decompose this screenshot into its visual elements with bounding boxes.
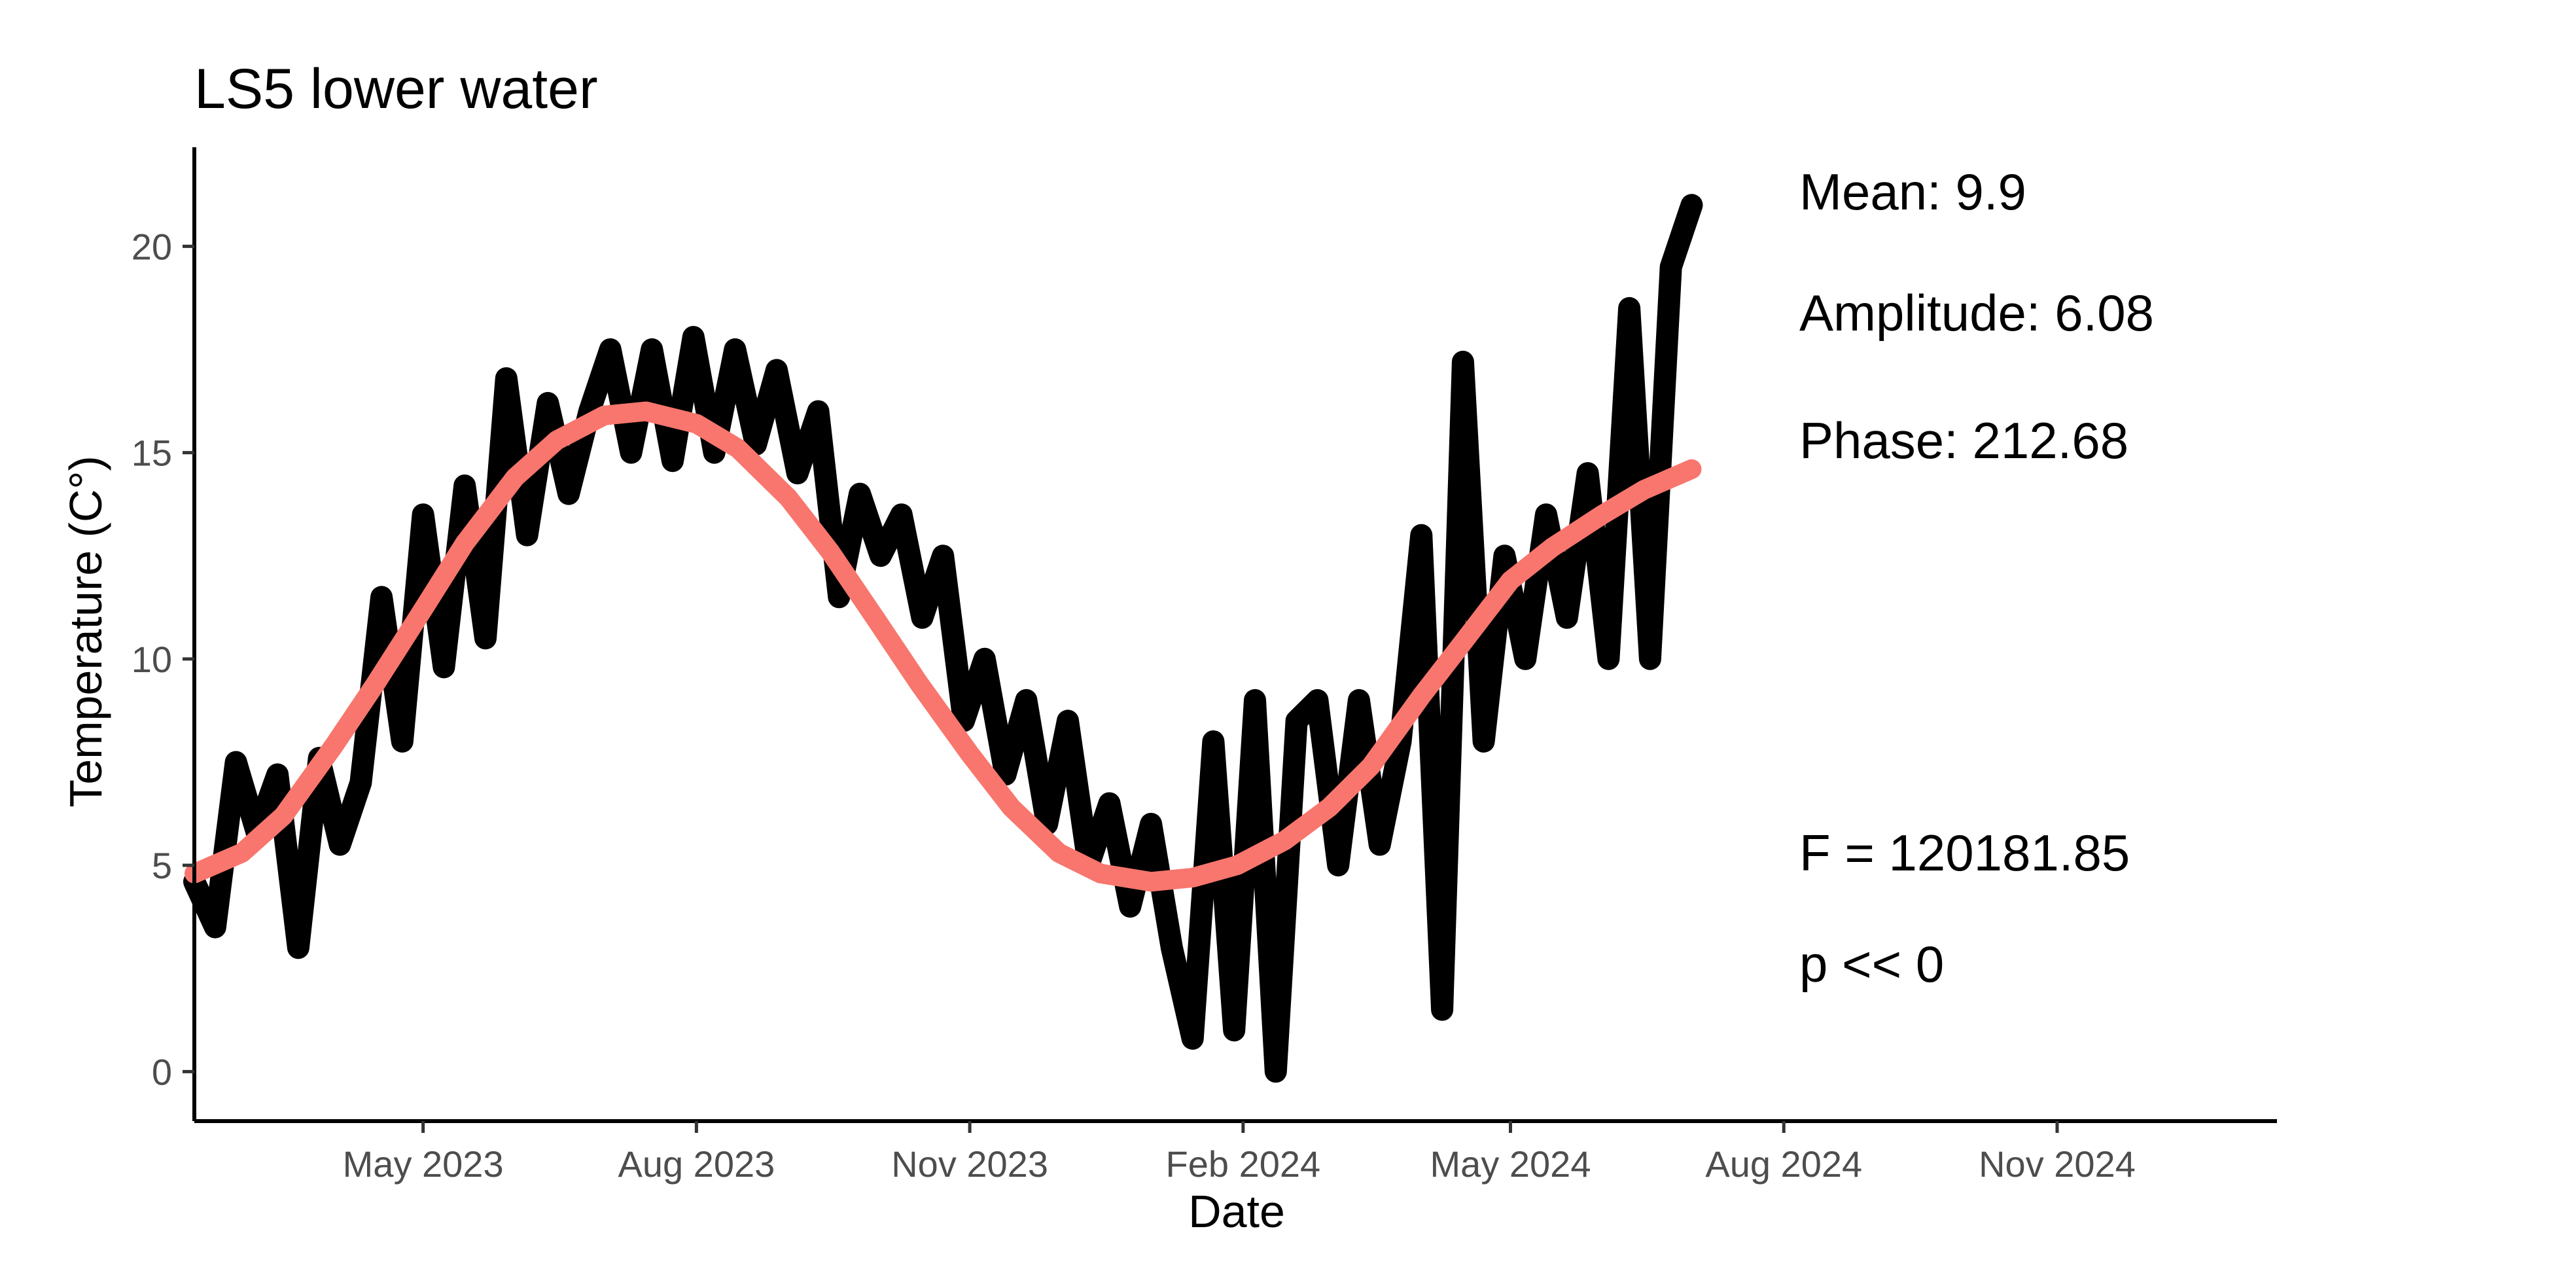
- sinusoidal-fit-line: [185, 401, 1702, 892]
- x-tick-label: Aug 2024: [1705, 1143, 1862, 1185]
- x-tick-label: Feb 2024: [1166, 1143, 1321, 1185]
- phase-annotation: Phase: 212.68: [1799, 412, 2128, 469]
- x-tick-label: Aug 2023: [618, 1143, 775, 1185]
- chart-title: LS5 lower water: [194, 58, 598, 120]
- amplitude-annotation: Amplitude: 6.08: [1799, 284, 2154, 342]
- y-tick-label: 15: [132, 433, 172, 474]
- x-tick-label: Nov 2023: [891, 1143, 1048, 1185]
- observed-temperature-line: [183, 194, 1703, 1083]
- y-axis-ticks: 0 5 10 15 20: [132, 226, 194, 1092]
- x-axis-title: Date: [1188, 1186, 1285, 1237]
- x-tick-label: May 2024: [1430, 1143, 1591, 1185]
- plot-area: [183, 194, 1703, 1083]
- y-tick-label: 5: [152, 845, 172, 886]
- x-tick-label: May 2023: [343, 1143, 504, 1185]
- f-statistic-annotation: F = 120181.85: [1799, 824, 2130, 882]
- y-tick-label: 0: [152, 1051, 172, 1092]
- x-tick-label: Nov 2024: [1979, 1143, 2136, 1185]
- y-axis-title: Temperature (C°): [60, 456, 111, 808]
- y-tick-label: 20: [132, 226, 172, 267]
- mean-annotation: Mean: 9.9: [1799, 163, 2026, 221]
- statistics-annotations: Mean: 9.9 Amplitude: 6.08 Phase: 212.68 …: [1799, 163, 2154, 993]
- p-value-annotation: p << 0: [1799, 935, 1944, 993]
- x-axis-ticks: May 2023 Aug 2023 Nov 2023 Feb 2024 May 2024…: [343, 1121, 2136, 1185]
- y-tick-label: 10: [132, 639, 172, 680]
